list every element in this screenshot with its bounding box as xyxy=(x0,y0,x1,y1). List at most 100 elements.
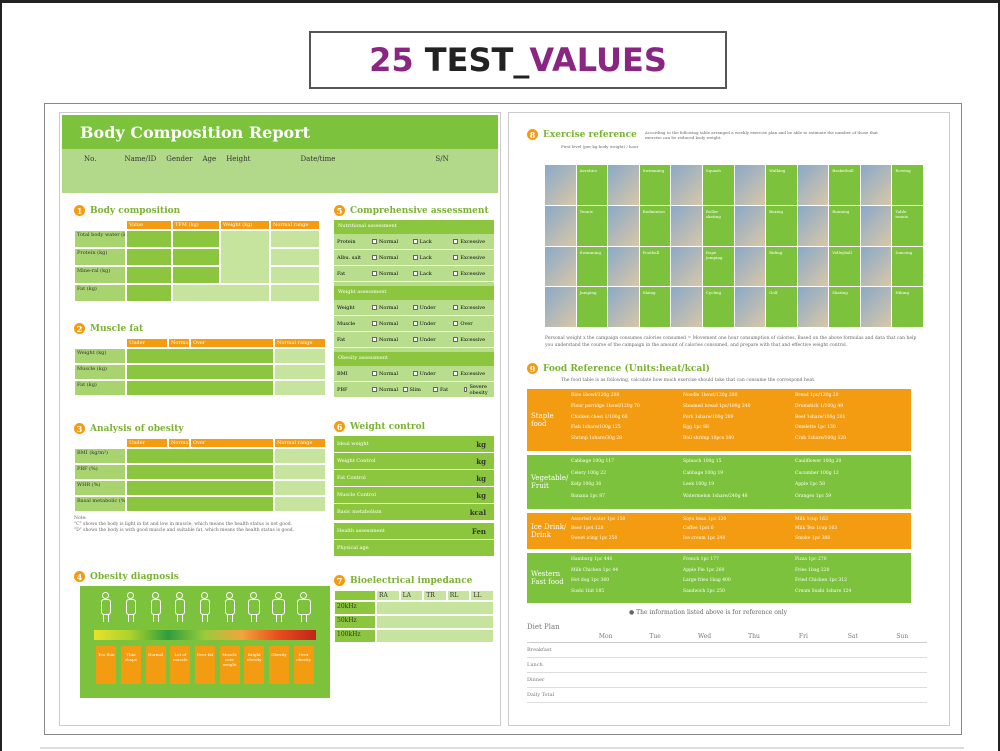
exercise-photo xyxy=(671,287,702,327)
field-date: Date/time xyxy=(300,155,336,163)
exercise-photo xyxy=(797,165,829,205)
food-item: Oranges 1pc 59 xyxy=(795,493,832,499)
col-header: Normal xyxy=(168,338,190,348)
food-item: Smoke 1pc 388 xyxy=(795,535,831,541)
diagnosis-tile: Obesity xyxy=(268,646,289,684)
title-values: VALUES xyxy=(529,41,667,79)
food-item: Cauliflower 100g 20 xyxy=(795,459,842,464)
row-label: Muscle (kg) xyxy=(74,364,126,380)
exercise-photo xyxy=(734,246,766,287)
left-border xyxy=(0,0,2,751)
body-composition-page: Body Composition Report No. Name/ID Gend… xyxy=(59,112,501,726)
page-title: 25 TEST_ VALUES xyxy=(309,31,727,89)
body-figure-icon xyxy=(296,592,311,622)
obesity-analysis-table: Under Normal Over Normal range BMI (kg/m… xyxy=(74,438,326,512)
exercise-label: Swimming xyxy=(639,165,671,205)
section-number-6: 6 xyxy=(334,421,345,432)
section-comprehensive-assessment: 5 Comprehensive assessment Nutritional as… xyxy=(334,205,494,398)
food-row: Staple food Rice 1bowl/120g 208 Noodle 1bo… xyxy=(527,389,911,451)
col-header: Weight (kg) xyxy=(220,220,270,230)
food-item: Coffee 1pot 6 xyxy=(683,526,714,532)
food-item: Sushi 1bit 185 xyxy=(571,588,605,594)
section-exercise-reference: 8 Exercise reference According to the fol… xyxy=(527,129,927,149)
food-item: Beer 1pot 128 xyxy=(571,526,604,532)
exercise-label: Tennis xyxy=(576,205,608,246)
food-item: Pizza 1pc 270 xyxy=(795,557,827,562)
section-bioelectrical-impedance: 7 Bioelectrical impedance RA LA TR RL LL … xyxy=(334,575,494,643)
exercise-label: Basketball xyxy=(829,165,860,205)
exercise-label: Volleyball xyxy=(829,246,860,287)
diet-title: Diet Plan xyxy=(527,623,560,631)
body-figure-icon xyxy=(149,592,163,622)
assessment-band: Weight assessment xyxy=(334,286,494,300)
diagnosis-tile: Bright obesity xyxy=(244,646,265,684)
food-item: Hot dog 1pc 360 xyxy=(571,578,610,583)
section-weight-control: 6 Weight control Ideal weight kg Weight Co… xyxy=(334,421,494,557)
obesity-diagnosis-panel: Too thin Thin shape Normal Lot of muscle… xyxy=(80,586,330,698)
row-label: Total body water (kg) xyxy=(74,230,126,248)
col-header: Value xyxy=(126,220,172,230)
col-header: TFM (kg) xyxy=(172,220,220,230)
row-label: Basal metabolic (%) xyxy=(74,496,126,512)
section-title: Exercise reference xyxy=(543,129,637,140)
col-header: Normal range xyxy=(274,438,326,448)
exercise-label: Dancing xyxy=(892,246,923,287)
food-item: Cabbage 100g 19 xyxy=(683,470,724,476)
exercise-photo xyxy=(671,165,702,205)
exercise-photo xyxy=(608,246,639,287)
diagnosis-tile: Normal xyxy=(145,646,166,684)
section-number-4: 4 xyxy=(74,571,85,582)
diet-row: Daily Total xyxy=(527,688,927,703)
body-figure-icon xyxy=(223,592,237,622)
exercise-photo xyxy=(545,165,576,205)
food-item: Omelette 1pc 130 xyxy=(795,425,836,431)
col-header: Over xyxy=(190,438,274,448)
section-number-1: 1 xyxy=(74,205,85,216)
section-analysis-obesity: 3 Analysis of obesity Under Normal Over N… xyxy=(74,423,326,534)
food-item: Noodle 1bowl/120g 280 xyxy=(683,393,738,398)
exercise-label: Walking xyxy=(766,165,797,205)
exercise-label: Rowing xyxy=(892,165,923,205)
diagnosis-tiles: Too thin Thin shape Normal Lot of muscle… xyxy=(80,640,330,684)
exercise-label: Roller skating xyxy=(702,205,734,246)
row-label: Fat (kg) xyxy=(74,284,126,302)
diagnosis-tile: Muscle over weight xyxy=(219,646,240,684)
food-item: Spinach 100g 15 xyxy=(683,459,722,464)
report-fields: No. Name/ID Gender Age Height Date/time … xyxy=(62,149,498,163)
section-title: Food Reference (Units:heat/kcal) xyxy=(543,363,710,374)
food-item: Apple Pie 1pc 260 xyxy=(683,567,725,573)
food-item: Chicken chest 1/100g 66 xyxy=(571,414,628,420)
body-figures xyxy=(80,586,330,622)
diet-plan: Diet Plan Mon Tue Wed Thu Fri Sat Sun Br… xyxy=(527,623,927,703)
exercise-label: Hiking xyxy=(892,287,923,327)
exercise-photo xyxy=(797,205,829,246)
exercise-photo xyxy=(860,287,892,327)
food-item: Drumstick 1/100g 49 xyxy=(795,403,844,409)
exercise-photo xyxy=(734,205,766,246)
food-item: Ice cream 1pc 240 xyxy=(683,535,726,541)
exercise-photo xyxy=(860,246,892,287)
body-figure-icon xyxy=(247,592,261,622)
diagnosis-tile: Thin shape xyxy=(120,646,141,684)
diagnosis-tile: Over fat xyxy=(194,646,215,684)
section-title: Bioelectrical impedance xyxy=(350,575,473,586)
obesity-color-scale xyxy=(94,630,316,640)
section-title: Analysis of obesity xyxy=(90,423,184,434)
exercise-label: Riding xyxy=(766,246,797,287)
body-figure-icon xyxy=(124,592,138,622)
section-number-9: 9 xyxy=(527,363,538,374)
exercise-photo xyxy=(608,205,639,246)
field-sn: S/N xyxy=(435,155,449,163)
section-title: Weight control xyxy=(350,421,425,432)
food-row: Western Fast food Hamburg 1pc 440 French 1… xyxy=(527,553,911,603)
food-item: Milk 1cup 163 xyxy=(795,517,828,522)
food-item: Bread 1pc/120g 20 xyxy=(795,393,839,398)
exercise-label: Cycling xyxy=(702,287,734,327)
food-item: Cucumber 100g 12 xyxy=(795,470,839,476)
food-item: Large fries 1bag 400 xyxy=(683,578,731,583)
section-muscle-fat: 2 Muscle fat Under Normal Over Normal ran… xyxy=(74,323,326,396)
section-title: Comprehensive assessment xyxy=(350,205,489,216)
food-item: Banana 1pc 87 xyxy=(571,493,606,499)
food-item: Soya bean 1pc 120 xyxy=(683,517,727,522)
diagnosis-tile: Lot of muscle xyxy=(170,646,191,684)
